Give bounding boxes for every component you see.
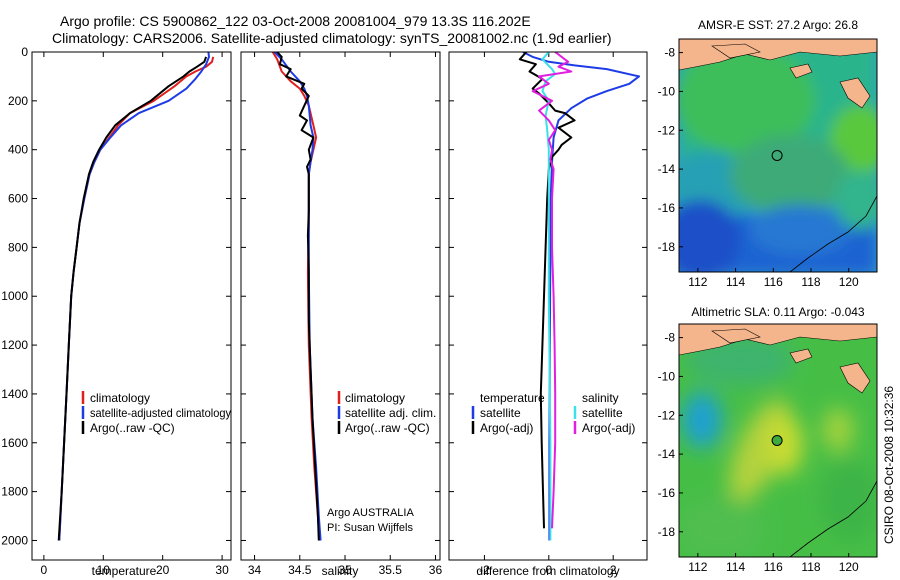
x-tick-label: 0 — [41, 563, 48, 577]
salinity-legend-satellite: satellite adj. clim. — [345, 406, 436, 420]
map-x-tick-label: 118 — [801, 275, 820, 289]
difference-panel: -2 0 2 difference from climatology tempera… — [448, 51, 648, 578]
sst-map-frame — [678, 38, 878, 273]
salinity-axes-frame — [240, 51, 441, 561]
timestamp-stamp: CSIRO 08-Oct-2008 10:32:36 — [882, 386, 896, 544]
series-line-salinity-argo-adj- — [531, 52, 573, 529]
map-x-tick-label: 118 — [801, 560, 820, 574]
argo-pi-label: PI: Susan Wijffels — [327, 522, 413, 534]
map-x-tick-label: 112 — [688, 275, 707, 289]
map-y-tick-label: -14 — [658, 162, 676, 176]
series-line-temperature-satellite — [522, 52, 640, 541]
y-tick-label: 1400 — [1, 387, 28, 401]
y-tick-label: 1800 — [1, 485, 28, 499]
map-x-tick-label: 120 — [839, 275, 859, 289]
map-y-tick-label: -8 — [664, 331, 675, 345]
x-tick-label: 34.5 — [288, 563, 312, 577]
y-tick-label: 400 — [8, 143, 28, 157]
x-tick-label: 30 — [215, 563, 229, 577]
map-y-tick-label: -10 — [658, 84, 676, 98]
temperature-axes-frame — [31, 51, 232, 561]
difference-axes-frame — [448, 51, 648, 561]
sla-map: Altimetric SLA: 0.11 Argo: -0.043 112 114… — [658, 305, 878, 574]
x-tick-label: 0 — [545, 563, 552, 577]
difference-legend-sal-satellite: satellite — [582, 406, 623, 420]
y-tick-label: 600 — [8, 192, 28, 206]
salinity-legend-argo: Argo(..raw -QC) — [345, 421, 430, 435]
map-x-tick-label: 120 — [839, 560, 859, 574]
x-tick-label: 2 — [610, 563, 617, 577]
sst-map: AMSR-E SST: 27.2 Argo: 26.8 112 114 116 1 — [658, 18, 878, 289]
temperature-xlabel: temperature — [92, 564, 157, 578]
salinity-xlabel: salinity — [322, 564, 359, 578]
temperature-legend-satellite: satellite-adjusted climatology — [90, 406, 231, 420]
y-tick-label: 0 — [21, 45, 28, 59]
series-line-climatology — [58, 56, 215, 541]
series-line-argo-raw-qc- — [276, 52, 320, 541]
map-y-tick-label: -12 — [658, 123, 676, 137]
difference-legend-salinity-title: salinity — [582, 391, 619, 405]
x-tick-label: 36 — [429, 563, 443, 577]
x-tick-label: 35 — [338, 563, 352, 577]
y-tick-label: 1000 — [1, 289, 28, 303]
x-tick-label: 20 — [156, 563, 170, 577]
x-tick-label: 34 — [248, 563, 262, 577]
map-y-tick-label: -10 — [658, 369, 676, 383]
map-x-tick-label: 112 — [688, 560, 707, 574]
temperature-legend-climatology: climatology — [90, 391, 150, 405]
y-tick-label: 1600 — [1, 436, 28, 450]
salinity-panel: 34 34.5 35 35.5 36 salinity climatology sate… — [240, 51, 443, 578]
difference-legend: temperature satellite Argo(-adj) salinit… — [471, 391, 635, 435]
title-line-2: Climatology: CARS2006. Satellite-adjuste… — [52, 30, 612, 46]
series-line-climatology — [271, 52, 321, 541]
map-y-tick-label: -18 — [658, 240, 676, 254]
x-tick-label: -2 — [479, 563, 490, 577]
map-y-tick-label: -18 — [658, 525, 676, 539]
temperature-panel: 0 10 20 30 0 200 400 600 800 1000 1200 1400 1600 1800… — [1, 45, 232, 578]
sst-map-title: AMSR-E SST: 27.2 Argo: 26.8 — [698, 18, 858, 32]
y-tick-label: 2000 — [1, 533, 28, 547]
argo-location-marker — [771, 150, 783, 161]
difference-legend-sal-argo: Argo(-adj) — [582, 421, 635, 435]
difference-legend-temp-satellite: satellite — [480, 406, 521, 420]
sla-map-frame — [678, 323, 878, 558]
temperature-legend: climatology satellite-adjusted climatolo… — [81, 391, 231, 435]
difference-legend-temp-argo: Argo(-adj) — [480, 421, 533, 435]
sla-map-title: Altimetric SLA: 0.11 Argo: -0.043 — [691, 305, 865, 319]
y-tick-label: 1200 — [1, 338, 28, 352]
series-line-satellite-adjusted-climatology — [58, 52, 210, 541]
map-x-tick-label: 116 — [764, 560, 783, 574]
argo-location-marker — [771, 435, 783, 446]
map-x-tick-label: 116 — [764, 275, 783, 289]
series-line-argo-raw-qc- — [57, 56, 208, 541]
difference-xlabel: difference from climatology — [476, 564, 619, 578]
map-x-tick-label: 114 — [726, 560, 745, 574]
temperature-legend-argo: Argo(..raw -QC) — [90, 421, 175, 435]
x-tick-label: 35.5 — [379, 563, 403, 577]
argo-program-label: Argo AUSTRALIA — [327, 507, 414, 519]
salinity-legend: climatology satellite adj. clim. Argo(..… — [337, 391, 436, 435]
map-y-tick-label: -14 — [658, 447, 676, 461]
series-line-temperature-argo-adj- — [518, 52, 576, 529]
x-tick-label: 10 — [97, 563, 111, 577]
map-y-tick-label: -8 — [664, 46, 675, 60]
difference-legend-temperature-title: temperature — [480, 391, 545, 405]
map-y-tick-label: -12 — [658, 408, 676, 422]
map-x-tick-label: 114 — [726, 275, 745, 289]
map-y-tick-label: -16 — [658, 201, 676, 215]
map-y-tick-label: -16 — [658, 486, 676, 500]
salinity-legend-climatology: climatology — [345, 391, 405, 405]
title-line-1: Argo profile: CS 5900862_122 03-Oct-2008… — [60, 13, 531, 29]
y-tick-label: 200 — [8, 94, 28, 108]
y-tick-label: 800 — [8, 240, 28, 254]
